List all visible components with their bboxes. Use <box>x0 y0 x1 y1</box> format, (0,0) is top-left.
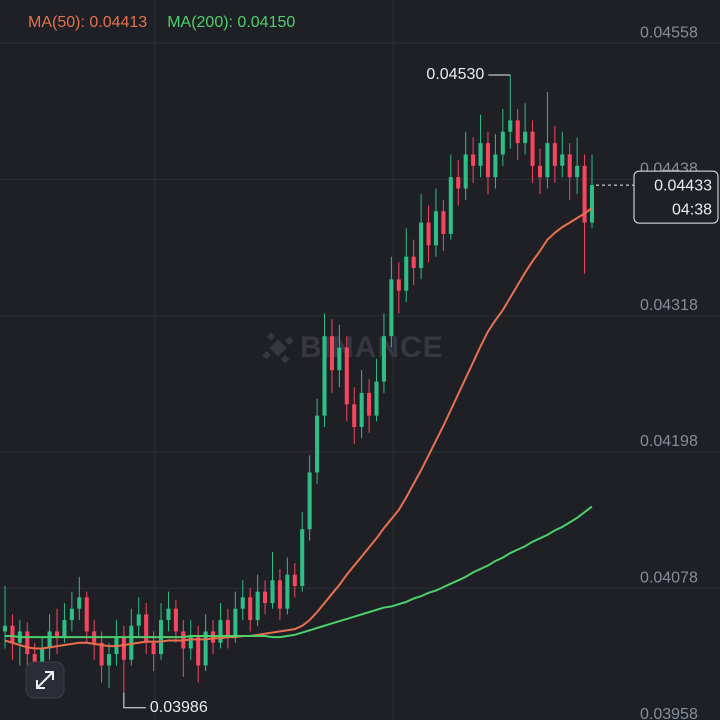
candle-body <box>2 625 8 632</box>
candle-body <box>589 185 595 223</box>
candle-body <box>523 131 528 144</box>
candle-body <box>493 154 498 178</box>
candle-body <box>433 211 439 246</box>
y-tick-label: 0.04078 <box>640 569 698 586</box>
candle-body <box>463 154 468 189</box>
legend-entry: MA(50): 0.04413 <box>28 14 147 31</box>
candle-body <box>359 392 364 428</box>
candle-body <box>500 131 505 155</box>
candle-body <box>233 608 238 638</box>
candle-body <box>77 597 82 609</box>
y-tick-label: 0.04558 <box>640 24 698 41</box>
candle-body <box>188 637 193 649</box>
candle-body <box>225 620 230 638</box>
candle-body <box>99 642 104 666</box>
low-marker-label: 0.03986 <box>150 699 208 716</box>
candle-body <box>218 620 223 643</box>
candle-body <box>277 580 282 609</box>
candle-body <box>552 143 557 166</box>
candle-body <box>255 591 260 621</box>
y-tick-label: 0.04198 <box>640 433 698 450</box>
candle-body <box>40 648 45 672</box>
candle-body <box>144 614 149 643</box>
candle-body <box>47 631 52 649</box>
candle-body <box>389 279 394 337</box>
candle-body <box>441 211 446 234</box>
candle-body <box>129 625 134 660</box>
candle-body <box>10 625 15 643</box>
candle-body <box>471 154 476 166</box>
candle-body <box>582 165 587 223</box>
expand-icon[interactable] <box>36 671 54 689</box>
candle-body <box>404 256 409 291</box>
candle-body <box>151 642 156 655</box>
candle-body <box>515 120 520 144</box>
ma-line <box>4 207 593 650</box>
candle-body <box>292 574 297 586</box>
candle-body <box>575 165 580 178</box>
countdown-label: 04:38 <box>672 201 712 218</box>
candle-body <box>448 177 453 234</box>
candle-body <box>240 597 245 609</box>
candle-body <box>374 381 379 416</box>
candle-body <box>248 597 253 621</box>
candle-body <box>419 222 424 269</box>
y-tick-label: 0.03958 <box>640 706 698 720</box>
candle-body <box>121 637 126 660</box>
candle-body <box>285 574 290 609</box>
candle-body <box>530 131 535 166</box>
candle-body <box>62 620 67 638</box>
candle-body <box>203 631 208 666</box>
candle-body <box>545 143 550 178</box>
candle-body <box>396 279 401 291</box>
candle-body <box>485 143 491 178</box>
candle-body <box>54 631 60 638</box>
candle-body <box>337 347 342 371</box>
candle-body <box>456 177 461 189</box>
candle-body <box>136 614 141 626</box>
candle-body <box>196 637 201 666</box>
last-price-box <box>633 170 719 224</box>
candle-body <box>344 347 349 405</box>
candle-body <box>567 154 572 178</box>
candle-body <box>211 631 216 643</box>
candle-body <box>381 336 386 382</box>
candle-body <box>166 608 171 621</box>
candle-body <box>329 336 334 371</box>
plot: 0.045580.044380.043180.041980.040780.039… <box>0 14 720 720</box>
candle-body <box>263 591 268 604</box>
legend-entry: MA(200): 0.04150 <box>167 14 295 31</box>
last-price-label: 0.04433 <box>654 177 712 194</box>
watermark-text: BINANCE <box>300 331 444 364</box>
low-marker-line <box>123 692 146 709</box>
candle-body <box>537 165 543 178</box>
candle-body <box>367 392 372 416</box>
candle-body <box>300 529 305 586</box>
candle-body <box>411 256 416 269</box>
candle-body <box>508 120 513 132</box>
candle-body <box>84 597 89 632</box>
candle-body <box>315 415 320 473</box>
candle-body <box>69 608 74 621</box>
y-tick-label: 0.04318 <box>640 297 698 314</box>
high-marker-label: 0.04530 <box>426 66 484 83</box>
candle-body <box>106 654 112 666</box>
candle-body <box>307 472 312 530</box>
candle-body <box>426 222 431 246</box>
expand-button[interactable] <box>25 661 65 699</box>
candle-body <box>270 580 275 604</box>
candle-body <box>352 404 357 428</box>
candle-body <box>173 608 178 632</box>
ma-line <box>5 505 593 639</box>
candle-body <box>322 336 327 416</box>
candle-body <box>25 631 30 655</box>
candle-body <box>478 143 483 166</box>
candle-body <box>560 154 565 166</box>
